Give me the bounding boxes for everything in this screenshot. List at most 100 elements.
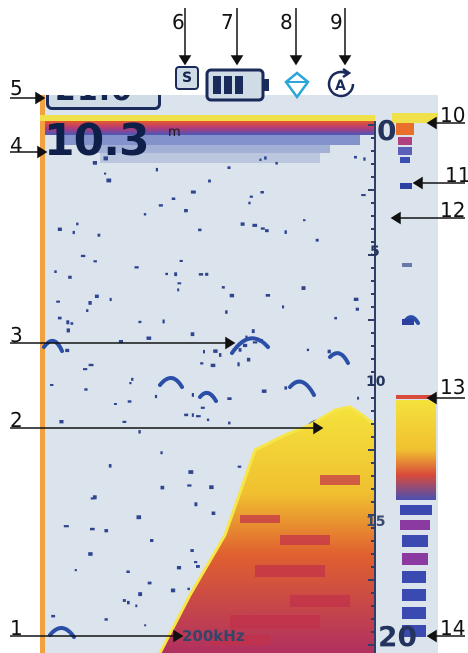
plankton-dot [265, 294, 271, 297]
plankton-dot [200, 406, 205, 409]
plankton-dot [227, 166, 231, 169]
plankton-dot [264, 156, 267, 160]
auto-mode-icon: A [323, 66, 359, 107]
callout-6: 6 [172, 10, 185, 34]
plankton-dot [158, 204, 163, 207]
plankton-dot [191, 393, 194, 397]
plankton-dot [191, 413, 194, 417]
plankton-dot [246, 357, 251, 362]
plankton-dot [306, 348, 310, 352]
plankton-dot [206, 418, 210, 422]
plankton-dot [211, 511, 216, 515]
plankton-dot [143, 213, 147, 216]
depth-scale-label-20: 20 [378, 620, 417, 653]
plankton-dot [72, 230, 75, 235]
plankton-dot [86, 309, 89, 312]
sonar-mode-letter: S [181, 70, 193, 86]
plankton-dot [249, 195, 253, 198]
fish-arch [230, 336, 270, 355]
plankton-dot [144, 624, 147, 627]
plankton-dot [131, 377, 134, 381]
plankton-dot [248, 201, 251, 205]
plankton-dot [97, 233, 101, 237]
plankton-dot [155, 167, 158, 172]
depth-unit: m [168, 125, 181, 140]
plankton-dot [237, 362, 240, 367]
plankton-dot [108, 464, 112, 468]
frequency-label: 200kHz [182, 627, 245, 645]
depth-scale-label-0: 0 [377, 114, 397, 147]
plankton-dot [238, 348, 242, 352]
fish-arch [48, 626, 76, 639]
plankton-dot [225, 310, 228, 314]
plankton-dot [65, 348, 70, 353]
plankton-dot [205, 272, 209, 276]
plankton-dot [104, 529, 109, 533]
plankton-dot [242, 343, 248, 348]
plankton-dot [165, 272, 168, 276]
callout-3: 3 [10, 323, 23, 347]
svg-text:A: A [335, 78, 346, 94]
plankton-dot [198, 273, 204, 276]
plankton-dot [190, 332, 195, 337]
plankton-dot [284, 386, 288, 390]
plankton-dot [353, 297, 359, 301]
bottom-profile [160, 407, 375, 653]
surface-noise [60, 135, 360, 163]
bottom-edge [158, 405, 376, 653]
plankton-dot [260, 227, 265, 230]
plankton-dot [240, 222, 245, 226]
plankton-dot [361, 194, 366, 197]
fish-arches [42, 315, 420, 639]
flasher-bottom-bands [400, 505, 432, 637]
fish-arch [328, 351, 350, 365]
sonar-mode-badge: S [175, 66, 199, 90]
callout-8: 8 [280, 10, 293, 34]
callout-2: 2 [10, 408, 23, 432]
plankton-dot [259, 158, 262, 161]
plankton-dot [187, 587, 190, 591]
plankton-dot [83, 368, 88, 371]
plankton-dot [88, 363, 94, 367]
plankton-dot [252, 223, 258, 227]
callout-10: 10 [440, 103, 466, 127]
callout-1: 1 [10, 616, 23, 640]
plankton-dot [57, 227, 62, 231]
plankton-dot [275, 161, 278, 165]
plankton-dot [229, 293, 235, 298]
fish-alarm-icon [282, 70, 312, 105]
bottom-texture [210, 475, 360, 645]
plankton-dot [154, 394, 158, 399]
depth-scale-label-10: 10 [366, 374, 386, 390]
plankton-dot [200, 362, 204, 365]
plankton-dot [104, 172, 107, 175]
plankton-dot [210, 363, 216, 368]
plankton-dot [160, 485, 165, 490]
fish-arch [42, 339, 64, 353]
plankton-dot [70, 322, 74, 325]
plankton-dot [59, 420, 64, 424]
callout-7: 7 [221, 10, 234, 34]
sonar-screen: 21.0 °C 10.3 m 0 5 10 15 20 200kHz [40, 95, 438, 653]
plankton-dot [50, 384, 54, 386]
plankton-dot [327, 349, 331, 354]
plankton-dot [354, 155, 357, 159]
plankton-dot [66, 320, 70, 325]
plankton-dot [134, 266, 139, 269]
plankton-dot [138, 320, 142, 324]
callout-5: 5 [10, 76, 23, 100]
plankton-dot [184, 209, 188, 213]
plankton-dot [179, 259, 183, 262]
depth-scale-ticks [368, 124, 375, 646]
callout-12: 12 [440, 198, 466, 222]
plankton-dot [114, 403, 117, 405]
plankton-dot [74, 569, 77, 572]
fish-arch [288, 379, 316, 397]
plankton-dot [138, 430, 141, 434]
plankton-dot [135, 604, 138, 608]
plankton-dot [245, 335, 248, 338]
plankton-dot [80, 254, 86, 258]
plankton-dot [127, 400, 132, 403]
plankton-dot [66, 328, 70, 333]
